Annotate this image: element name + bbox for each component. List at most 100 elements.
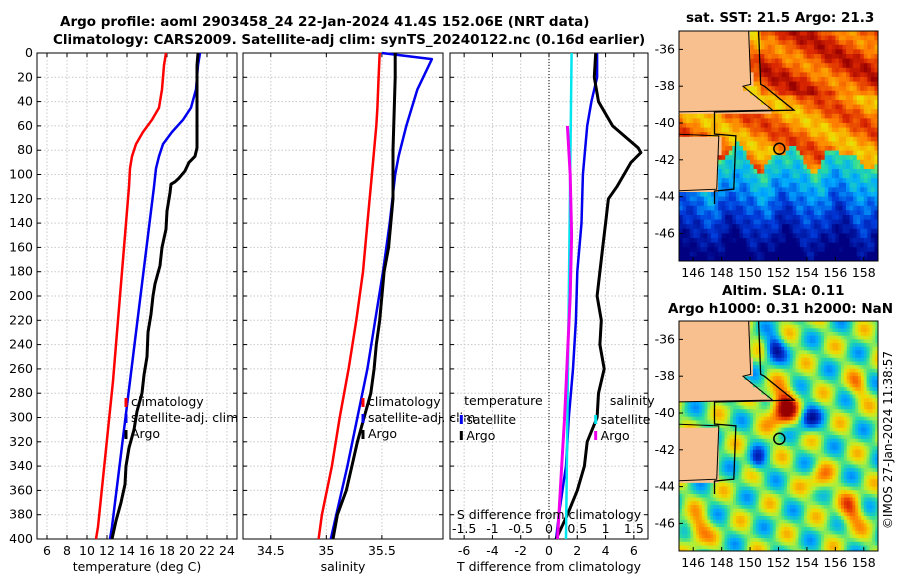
map-cell bbox=[817, 219, 822, 225]
map-cell bbox=[686, 141, 691, 147]
map-cell bbox=[725, 169, 730, 175]
map-cell bbox=[714, 77, 719, 83]
map-cell bbox=[728, 77, 733, 83]
map-cell bbox=[838, 354, 842, 359]
map-cell bbox=[849, 63, 854, 69]
map-cell bbox=[687, 350, 691, 355]
map-cell bbox=[679, 146, 684, 152]
map-cell bbox=[707, 332, 711, 337]
map-cell bbox=[707, 77, 712, 83]
map-cell bbox=[761, 357, 765, 362]
map-cell bbox=[867, 146, 872, 152]
map-cell bbox=[778, 365, 782, 370]
map-cell bbox=[738, 346, 742, 351]
map-cell bbox=[838, 187, 843, 193]
map-cell bbox=[725, 127, 730, 133]
map-cell bbox=[741, 354, 745, 359]
map-cell bbox=[789, 63, 794, 69]
map-cell bbox=[774, 256, 779, 261]
map-cell bbox=[878, 40, 882, 45]
map-cell bbox=[746, 67, 751, 73]
map-cell bbox=[875, 332, 878, 337]
map-cell bbox=[679, 251, 684, 257]
map-cell bbox=[826, 402, 831, 407]
map-cell bbox=[863, 136, 868, 142]
map-cell bbox=[693, 90, 698, 96]
map-cell bbox=[758, 402, 762, 407]
map-cell bbox=[718, 118, 723, 124]
map-cell bbox=[711, 238, 716, 244]
map-cell bbox=[778, 182, 783, 188]
map-cell bbox=[858, 372, 862, 377]
map-cell bbox=[758, 332, 762, 337]
map-cell bbox=[842, 136, 847, 142]
map-cell bbox=[698, 343, 703, 348]
map-cell bbox=[760, 201, 765, 207]
map-cell bbox=[872, 402, 876, 407]
map-cell bbox=[750, 67, 755, 73]
map-cell bbox=[804, 357, 808, 362]
map-cell bbox=[764, 113, 769, 119]
map-cell bbox=[700, 40, 705, 46]
map-cell bbox=[831, 224, 836, 230]
map-cell bbox=[757, 77, 762, 83]
x-axis-label: T difference from climatology bbox=[456, 559, 642, 574]
map-cell bbox=[771, 215, 776, 221]
map-cell bbox=[686, 251, 691, 257]
map-cell bbox=[739, 132, 744, 138]
map-cell bbox=[878, 155, 882, 160]
map-cell bbox=[849, 146, 854, 152]
map-cell bbox=[771, 141, 776, 147]
map-cell bbox=[775, 361, 779, 366]
map-cell bbox=[878, 54, 882, 59]
map-cell bbox=[821, 328, 825, 333]
map-cell bbox=[771, 100, 776, 106]
map-cell bbox=[838, 35, 843, 41]
map-cell bbox=[863, 361, 868, 366]
map-cell bbox=[760, 164, 765, 170]
map-cell bbox=[856, 77, 861, 83]
map-cell bbox=[774, 173, 779, 179]
map-cell bbox=[843, 354, 848, 359]
map-cell bbox=[767, 49, 772, 55]
map-cell bbox=[738, 390, 742, 396]
map-cell bbox=[870, 109, 875, 115]
map-cell bbox=[792, 387, 796, 392]
map-cell bbox=[869, 350, 873, 355]
map-cell bbox=[870, 238, 875, 244]
map-cell bbox=[806, 54, 811, 60]
map-cell bbox=[750, 86, 755, 92]
map-cell bbox=[764, 169, 769, 175]
x-tick-label: 0 bbox=[545, 543, 553, 558]
map-cell bbox=[867, 72, 872, 78]
map-cell bbox=[831, 205, 836, 211]
map-cell bbox=[696, 113, 701, 119]
map-cell bbox=[727, 332, 731, 337]
map-cell bbox=[835, 192, 840, 198]
map-cell bbox=[738, 394, 742, 399]
map-cell bbox=[842, 77, 847, 83]
map-cell bbox=[679, 402, 683, 407]
map-cell bbox=[707, 196, 712, 202]
map-cell bbox=[764, 164, 769, 170]
map-cell bbox=[698, 383, 703, 388]
map-cell bbox=[843, 398, 848, 403]
map-cell bbox=[753, 49, 758, 55]
map-cell bbox=[801, 379, 805, 385]
map-cell bbox=[690, 376, 694, 381]
map-cell bbox=[799, 100, 804, 106]
map-cell bbox=[707, 228, 712, 234]
map-cell bbox=[792, 357, 796, 362]
map-cell bbox=[700, 233, 705, 239]
map-cell bbox=[772, 339, 777, 344]
map-cell bbox=[835, 187, 840, 193]
map-cell bbox=[730, 350, 734, 355]
map-cell bbox=[828, 72, 833, 78]
map-cell bbox=[686, 178, 691, 184]
map-cell bbox=[767, 123, 772, 129]
map-cell bbox=[799, 192, 804, 198]
map-cell bbox=[872, 324, 876, 329]
map-cell bbox=[835, 361, 839, 366]
map-cell bbox=[725, 40, 730, 46]
map-cell bbox=[679, 155, 684, 161]
